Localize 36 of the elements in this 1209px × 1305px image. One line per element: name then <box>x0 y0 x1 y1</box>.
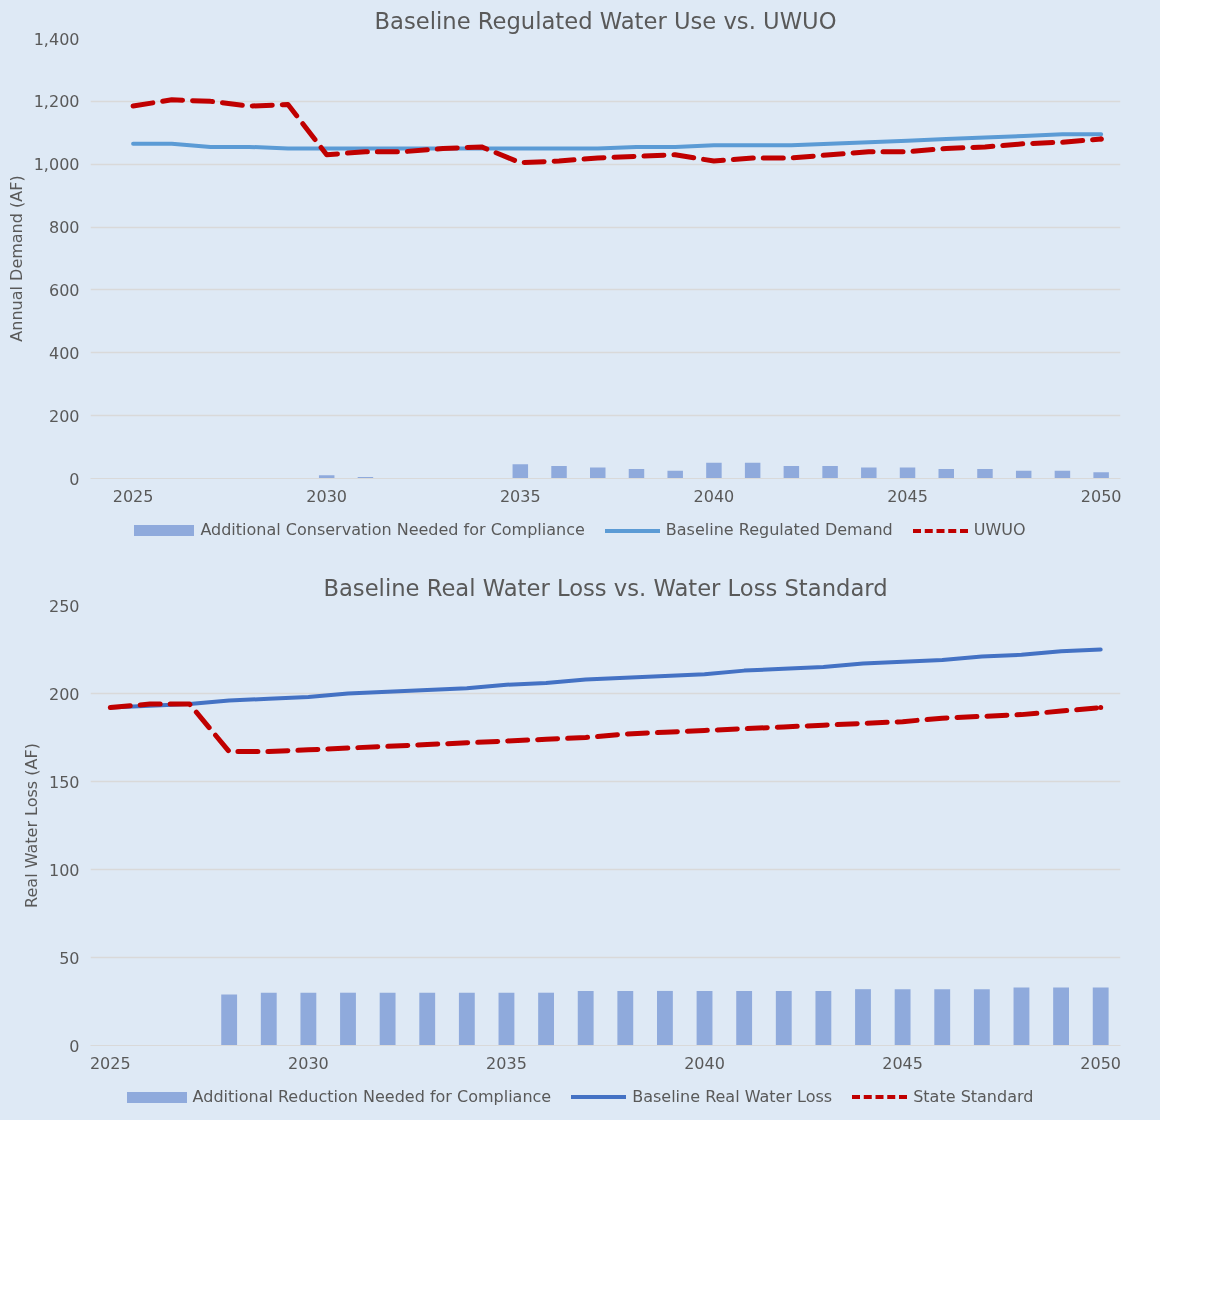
y-tick-label: 1,000 <box>33 155 80 175</box>
y-tick-label: 250 <box>48 596 80 616</box>
x-tick-label: 2040 <box>693 486 735 506</box>
y-tick-label: 100 <box>48 860 80 880</box>
x-tick-label: 2025 <box>112 486 154 506</box>
y-tick-label: 200 <box>48 684 80 704</box>
x-tick-label: 2045 <box>887 486 928 506</box>
y-tick-label: 150 <box>48 772 80 792</box>
y-tick-label: 800 <box>48 218 80 238</box>
y-axis-title: Annual Demand (AF) <box>6 175 26 342</box>
y-tick-label: 50 <box>59 948 80 968</box>
x-tick-label: 2050 <box>1080 486 1122 506</box>
x-tick-label: 2050 <box>1080 1053 1122 1073</box>
chart-title: Baseline Real Water Loss vs. Water Loss Standard <box>323 574 888 601</box>
y-axis-title: Real Water Loss (AF) <box>21 742 41 908</box>
y-tick-label: 1,400 <box>33 29 80 49</box>
legend-label: Baseline Regulated Demand <box>664 520 893 539</box>
y-tick-label: 0 <box>69 1036 80 1056</box>
chart-title: Baseline Regulated Water Use vs. UWUO <box>374 7 837 34</box>
y-tick-label: 400 <box>48 343 80 363</box>
x-tick-label: 2030 <box>288 1053 329 1073</box>
legend-label: Additional Reduction Needed for Compliance <box>191 1086 552 1106</box>
x-tick-label: 2040 <box>684 1053 725 1073</box>
y-tick-label: 600 <box>48 280 80 300</box>
y-tick-label: 0 <box>69 469 80 489</box>
y-tick-label: 1,200 <box>33 92 80 112</box>
x-tick-label: 2035 <box>486 1053 527 1073</box>
legend-label: Additional Conservation Needed for Compliance <box>199 520 585 539</box>
y-tick-label: 200 <box>48 406 80 426</box>
x-tick-label: 2025 <box>89 1053 131 1073</box>
legend-label: State Standard <box>912 1086 1034 1106</box>
legend-label: UWUO <box>972 520 1026 539</box>
x-tick-label: 2045 <box>882 1053 923 1073</box>
x-tick-label: 2030 <box>306 486 348 506</box>
x-tick-label: 2035 <box>499 486 541 506</box>
legend-label: Baseline Real Water Loss <box>631 1086 833 1106</box>
